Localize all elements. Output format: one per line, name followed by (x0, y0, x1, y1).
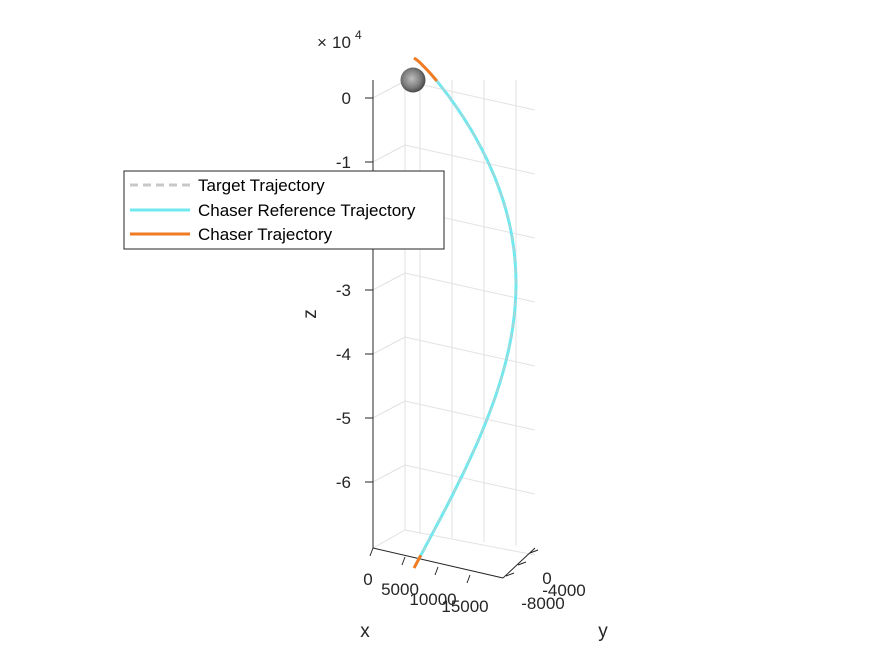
grid-line-z-left (372, 400, 406, 419)
x-tick-label: 10000 (409, 590, 456, 609)
legend-label-reference: Chaser Reference Trajectory (198, 201, 416, 220)
axes-grid (372, 80, 536, 579)
z-tick-label: -3 (336, 281, 351, 300)
y-axis-line (502, 547, 536, 579)
grid-line-z-left (372, 336, 406, 355)
x-tick-mark (401, 556, 406, 566)
z-tick-label: -1 (336, 153, 351, 172)
z-exponent-prefix: × (317, 33, 327, 52)
legend-label-target: Target Trajectory (198, 176, 325, 195)
y-axis-label: y (598, 621, 608, 642)
grid-line-z-left (372, 144, 406, 163)
grid-line-z-left (372, 272, 406, 291)
x-tick-mark (434, 566, 439, 576)
z-tick-label: -4 (336, 345, 351, 364)
grid-line-z-left (372, 464, 406, 483)
grid-line-floor (372, 529, 406, 549)
grid-line-z-back (404, 336, 536, 367)
legend: Target Trajectory Chaser Reference Traje… (123, 170, 445, 250)
z-exponent-label: × 10 4 (317, 28, 362, 52)
z-exponent-power: 4 (355, 28, 362, 42)
grid-line-z-back (404, 144, 536, 175)
grid-line-z-back (404, 400, 536, 431)
grid-line-floor (404, 529, 536, 556)
trajectories (412, 56, 518, 569)
y-tick-mark (529, 549, 539, 554)
z-axis-label: z (300, 309, 321, 319)
x-tick-mark (466, 574, 471, 584)
grid-line-z-left (372, 80, 406, 99)
series-line-target (418, 78, 517, 559)
y-tick-mark (505, 572, 515, 577)
y-tick-mark (517, 561, 527, 566)
x-axis-line (372, 547, 504, 579)
z-tick-label: 0 (342, 89, 351, 108)
y-tick-label: -4000 (542, 581, 585, 600)
grid-line-z-back (404, 464, 536, 495)
x-tick-label: 0 (363, 570, 372, 589)
sphere-icon (400, 67, 426, 93)
sphere-marker (400, 67, 426, 93)
z-tick-label: -5 (336, 409, 351, 428)
legend-label-chaser: Chaser Trajectory (198, 225, 333, 244)
series-line-chaser-reference (416, 74, 518, 561)
y-tick-label: 0 (542, 569, 551, 588)
x-axis-label: x (360, 621, 370, 642)
grid-line-z-back (404, 80, 536, 111)
series-line-chaser-end (412, 554, 423, 569)
z-tick-label: -6 (336, 473, 351, 492)
x-tick-label: 15000 (441, 597, 488, 616)
grid-line-z-back (404, 272, 536, 303)
y-tick-label: -8000 (521, 594, 564, 613)
series-line-chaser-start (413, 56, 438, 82)
x-tick-mark (369, 547, 374, 557)
x-tick-label: 5000 (381, 580, 419, 599)
z-exponent-base: 10 (332, 33, 351, 52)
